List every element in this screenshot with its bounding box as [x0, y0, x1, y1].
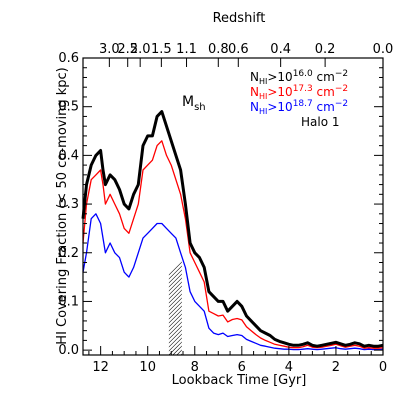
y-axis-title: HI Covering Fraction (< 50 co-moving kpc… [55, 67, 70, 344]
shaded-band-layer [168, 261, 182, 355]
series-line-3 [82, 213, 384, 351]
top-axis-title: Redshift [213, 11, 266, 26]
band-hatch-line [168, 293, 182, 308]
x-tick-label: 6 [238, 360, 246, 375]
x-tick-label: 8 [191, 360, 199, 375]
y-tick-label: 0.2 [58, 246, 79, 261]
y-tick-label: 0.0 [58, 343, 79, 358]
top-tick-label: 2.5 [117, 42, 138, 57]
band-hatch-line [168, 285, 182, 300]
series-line-2 [82, 140, 384, 349]
axes-layer: 12 10 8 6 4 2 00.00.10.20.30.40.50.63.02.52.0 1… [58, 42, 393, 375]
x-tick-label: 10 [139, 360, 156, 375]
y-tick-label: 0.5 [58, 100, 79, 115]
x-tick-label: 12 [92, 360, 109, 375]
series-line-1 [81, 110, 384, 348]
band-hatch-line [168, 301, 182, 316]
top-tick-label: 0.8 [208, 42, 229, 57]
y-tick-label: 0.4 [58, 148, 79, 163]
top-tick-label: 1.1 [176, 42, 197, 57]
top-tick-label: 1.5 [151, 42, 172, 57]
plot-frame [82, 57, 384, 356]
legend-entry-3: NHI>1018.7 cm−2 [250, 99, 348, 116]
top-tick-label: 0.6 [228, 42, 249, 57]
top-tick-label: 0.0 [373, 42, 394, 57]
top-tick-label: 2.0 [130, 42, 151, 57]
top-tick-label: 0.4 [270, 42, 291, 57]
legend-entry-2: NHI>1017.3 cm−2 [250, 84, 348, 101]
y-tick-label: 0.3 [58, 197, 79, 212]
y-tick-label: 0.1 [58, 294, 79, 309]
x-tick-label: 4 [285, 360, 293, 375]
y-tick-label: 0.6 [58, 51, 79, 66]
top-tick-label: 0.2 [315, 42, 336, 57]
band-hatch-line [168, 289, 182, 304]
legend-entry-1: NHI>1016.0 cm−2 [250, 69, 348, 86]
x-axis-title: Lookback Time [Gyr] [172, 373, 307, 388]
series-layer [81, 110, 384, 351]
x-tick-label: 2 [332, 360, 340, 375]
x-tick-label: 0 [379, 360, 387, 375]
band-label: Msh [182, 94, 206, 113]
band-hatch-line [168, 297, 182, 312]
halo-label: Halo 1 [301, 115, 340, 129]
top-tick-label: 3.0 [99, 42, 120, 57]
